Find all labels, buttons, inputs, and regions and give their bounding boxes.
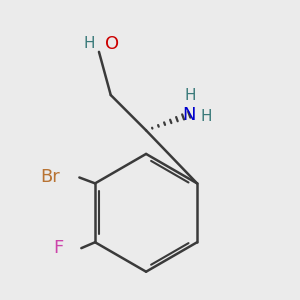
Text: H: H [184, 88, 196, 103]
Text: H: H [83, 37, 95, 52]
Text: F: F [53, 239, 64, 257]
Text: Br: Br [40, 169, 60, 187]
Text: O: O [105, 35, 119, 53]
Text: N: N [182, 106, 196, 124]
Text: H: H [200, 109, 212, 124]
